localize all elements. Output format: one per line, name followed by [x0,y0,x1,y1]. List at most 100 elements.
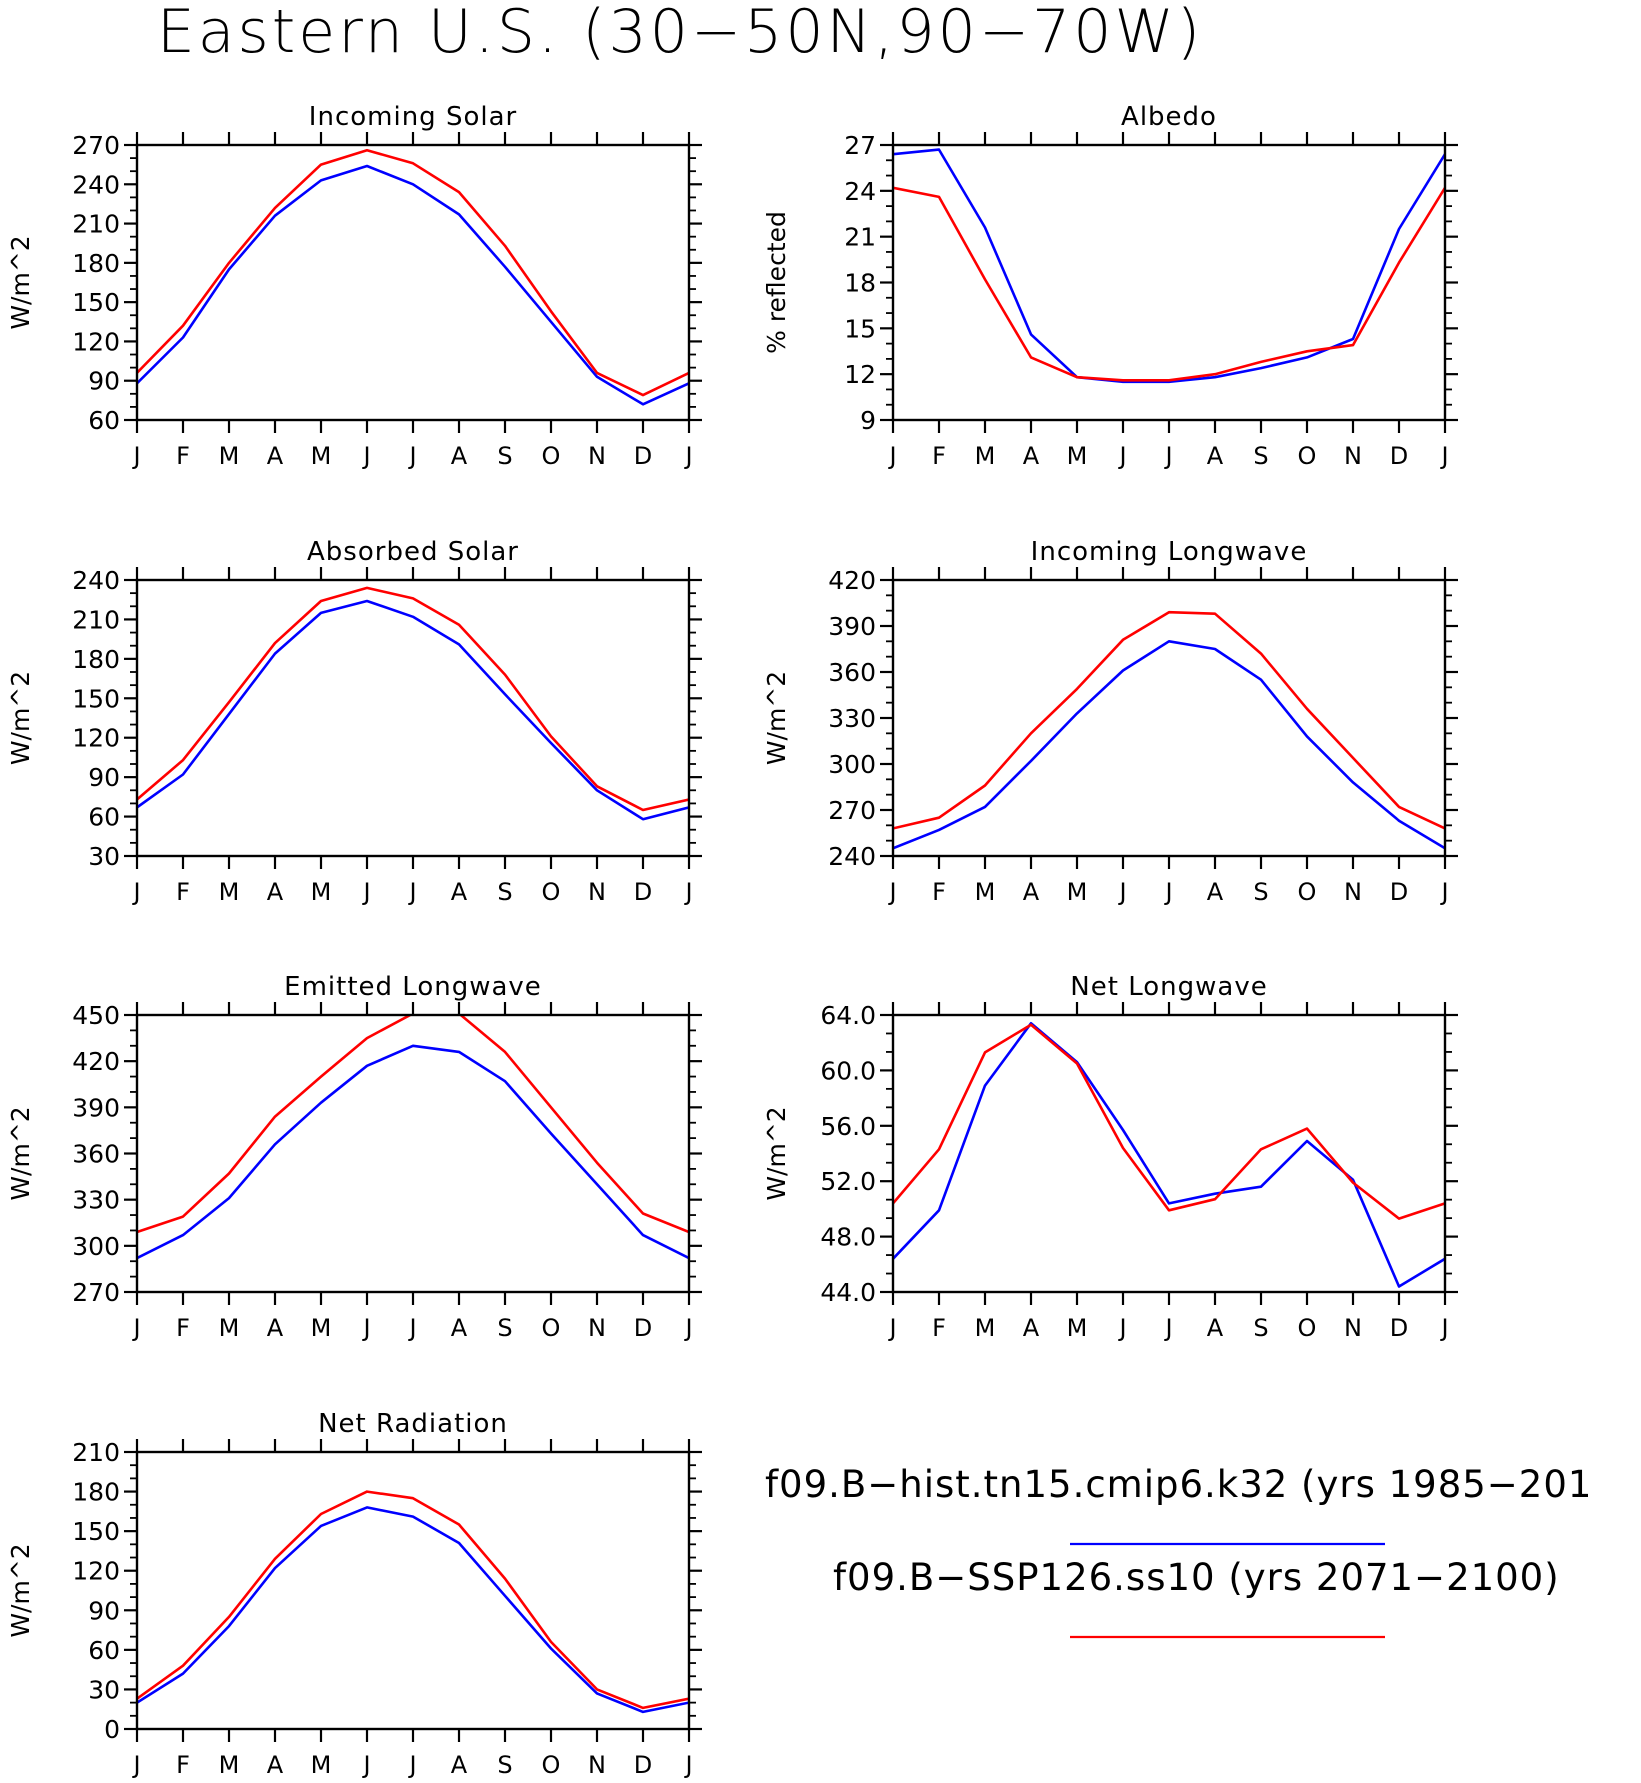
x-tick-label: O [542,878,561,906]
x-tick-label: M [311,1751,332,1779]
y-tick-label: 60 [88,1636,120,1665]
panels: J F M A M J J A S O N D J6090120150180210240270Incom… [6,102,1458,1779]
x-tick-label: O [1298,878,1317,906]
y-tick-label: 60.0 [820,1056,876,1085]
x-tick-label: A [451,878,468,906]
x-tick-label: N [1344,442,1362,470]
y-tick-label: 210 [72,210,120,239]
x-tick-label: M [219,878,240,906]
y-tick-label: 390 [72,1093,120,1122]
x-tick-label: N [588,1751,606,1779]
y-tick-label: 180 [72,249,120,278]
x-tick-label: N [1344,1314,1362,1342]
y-tick-label: 60 [88,406,120,435]
x-tick-label: J [887,442,896,470]
x-tick-label: A [451,1751,468,1779]
x-tick-label: A [1023,878,1040,906]
figure-title: Eastern U.S. (30−50N,90−70W) [157,0,1203,67]
x-tick-label: O [1298,1314,1317,1342]
legend-label: f09.B−SSP126.ss10 (yrs 2071−2100) [833,1556,1560,1599]
x-tick-label: A [1207,1314,1224,1342]
future-series-line [893,610,1445,830]
x-tick-label: F [176,442,190,470]
y-tick-label: 15 [844,314,876,343]
y-tick-label: 450 [72,1001,120,1030]
x-tick-label: F [932,1314,946,1342]
x-tick-label: J [407,1751,416,1779]
x-tick-label: J [1439,878,1448,906]
y-tick-label: 52.0 [820,1167,876,1196]
x-tick-label: D [634,1751,652,1779]
x-tick-label: M [975,1314,996,1342]
y-tick-label: 240 [72,566,120,595]
panel-incoming-longwave: J F M A M J J A S O N D J240270300330360390420Incomi… [762,537,1458,906]
y-tick-label: 64.0 [820,1001,876,1030]
y-tick-label: 240 [828,842,876,871]
y-tick-label: 300 [72,1232,120,1261]
x-tick-label: M [311,442,332,470]
x-tick-label: O [542,442,561,470]
y-tick-label: 27 [844,131,876,160]
y-axis-label: W/m^2 [762,671,791,765]
x-tick-label: J [1117,1314,1126,1342]
x-tick-label: S [1253,1314,1268,1342]
x-tick-label: J [361,1751,370,1779]
x-tick-label: A [267,442,284,470]
historical-series-line [137,599,689,821]
x-tick-label: J [887,878,896,906]
x-tick-label: J [1117,442,1126,470]
x-tick-label: J [683,442,692,470]
y-tick-label: 30 [88,842,120,871]
future-series-line [893,1023,1445,1220]
x-tick-label: M [219,1314,240,1342]
x-tick-label: J [131,1751,140,1779]
x-tick-label: J [683,1314,692,1342]
x-tick-label: F [176,878,190,906]
x-tick-label: M [219,1751,240,1779]
x-tick-label: J [1163,1314,1172,1342]
x-tick-label: M [1067,878,1088,906]
x-tick-label: F [932,442,946,470]
x-tick-label: J [1163,442,1172,470]
panel-title: Net Longwave [1070,972,1267,1002]
x-tick-label: A [267,1314,284,1342]
x-tick-label: A [451,442,468,470]
plot-frame [891,1013,1447,1294]
x-tick-label: S [1253,442,1268,470]
panel-title: Emitted Longwave [284,972,542,1002]
panel-title: Absorbed Solar [307,537,519,567]
x-tick-label: F [932,878,946,906]
x-tick-label: F [176,1314,190,1342]
x-tick-label: D [1390,878,1408,906]
y-tick-label: 300 [828,750,876,779]
x-tick-label: J [131,878,140,906]
panel-title: Incoming Solar [309,102,517,132]
y-tick-label: 270 [828,796,876,825]
x-tick-label: J [683,878,692,906]
plot-frame [135,578,691,858]
y-tick-label: 120 [72,724,120,753]
x-tick-label: A [1207,442,1224,470]
x-tick-label: D [634,1314,652,1342]
y-tick-label: 60 [88,803,120,832]
x-tick-label: J [407,442,416,470]
y-tick-label: 90 [88,763,120,792]
x-tick-label: D [1390,1314,1408,1342]
x-tick-label: J [131,1314,140,1342]
panel-emitted-longwave: J F M A M J J A S O N D J270300330360390420450Emitte… [6,972,702,1342]
x-tick-label: S [1253,878,1268,906]
x-tick-label: S [497,442,512,470]
y-tick-label: 330 [72,1186,120,1215]
y-tick-label: 120 [72,1557,120,1586]
future-series-line [137,1490,689,1710]
x-tick-label: M [311,1314,332,1342]
y-tick-label: 90 [88,1596,120,1625]
y-tick-label: 120 [72,327,120,356]
x-tick-label: O [542,1314,561,1342]
y-tick-label: 9 [860,406,876,435]
y-tick-label: 180 [72,1478,120,1507]
y-tick-label: 210 [72,605,120,634]
x-tick-label: O [542,1751,561,1779]
